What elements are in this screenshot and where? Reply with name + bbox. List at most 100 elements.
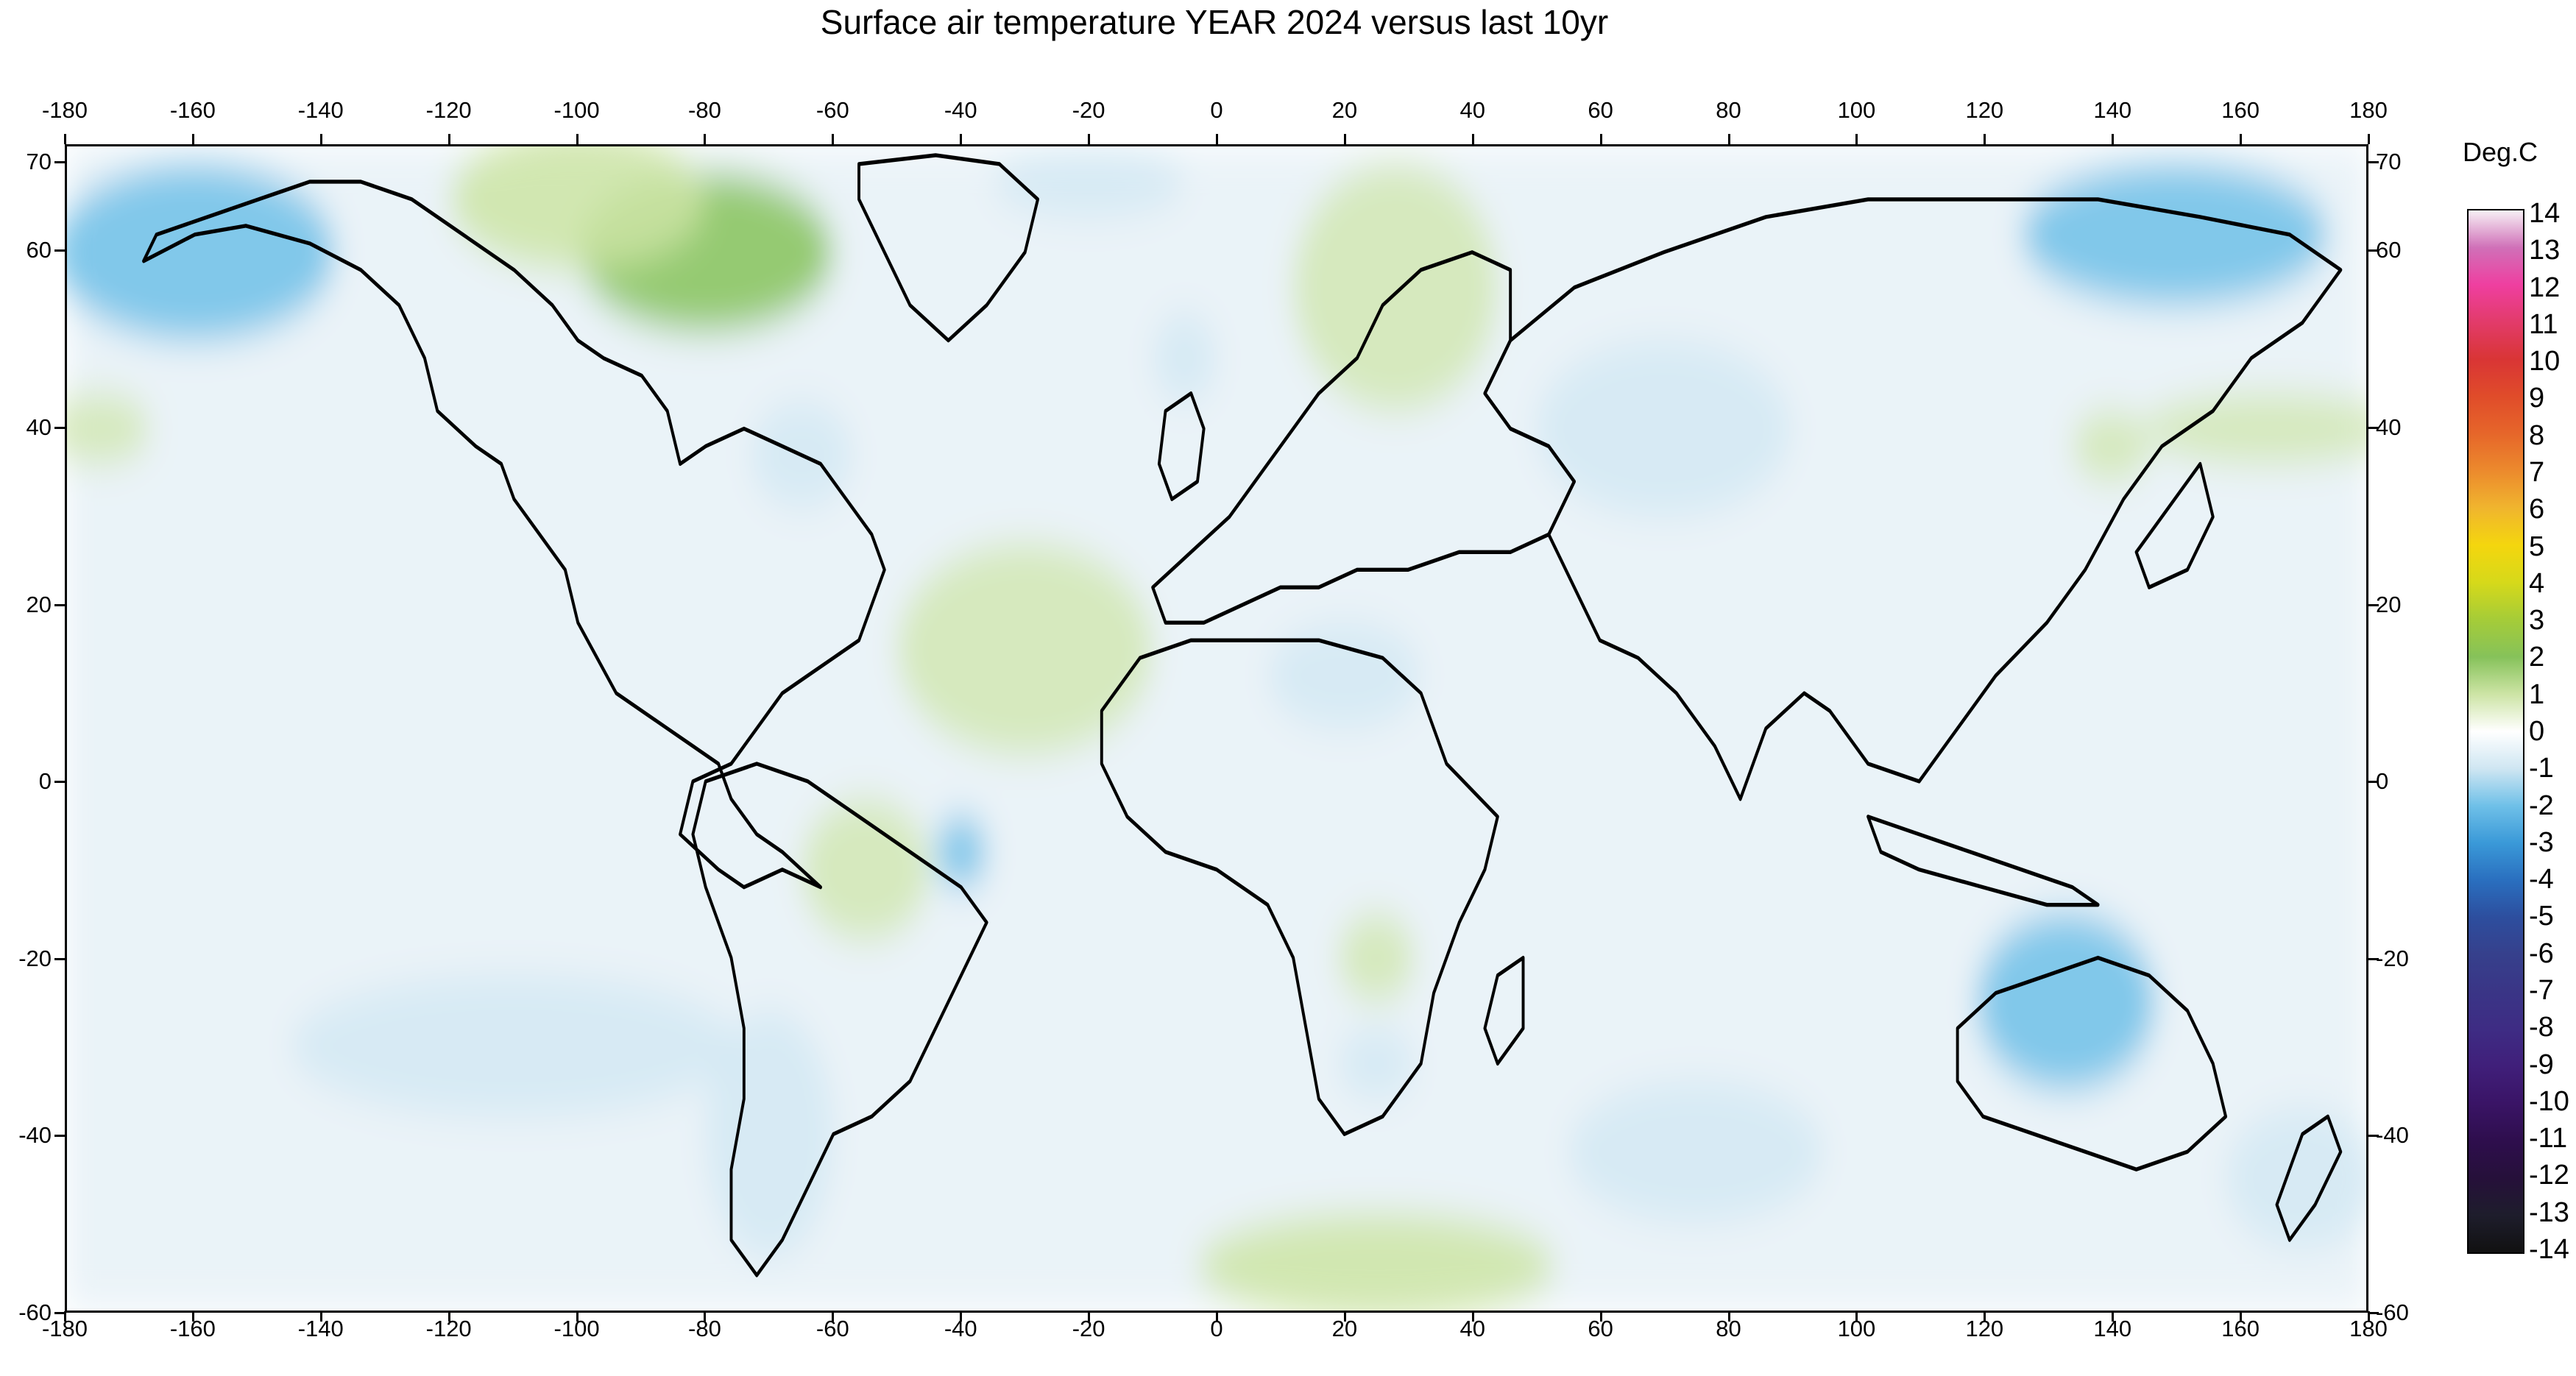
anomaly-region bbox=[67, 393, 150, 464]
coastline-new-zealand bbox=[2275, 1114, 2343, 1242]
y-tick-mark bbox=[54, 426, 65, 429]
x-tick-label-top: 140 bbox=[2093, 97, 2132, 123]
x-tick-mark bbox=[1855, 1311, 1858, 1322]
x-tick-mark bbox=[191, 1311, 194, 1322]
x-tick-mark bbox=[1471, 1311, 1474, 1322]
y-tick-label-left: 20 bbox=[26, 591, 52, 617]
colorbar-label: -2 bbox=[2529, 790, 2554, 821]
x-tick-label-top: 60 bbox=[1588, 97, 1613, 123]
x-tick-label-top: 100 bbox=[1837, 97, 1876, 123]
x-tick-mark bbox=[1984, 134, 1986, 144]
x-tick-mark bbox=[1216, 134, 1218, 144]
coastline-greenland bbox=[857, 153, 1039, 343]
anomaly-region bbox=[935, 816, 987, 887]
y-tick-label-left: 70 bbox=[26, 149, 52, 175]
colorbar-label: 9 bbox=[2529, 383, 2545, 414]
colorbar-label: 1 bbox=[2529, 678, 2545, 710]
x-tick-mark bbox=[319, 134, 322, 144]
x-tick-label-top: 160 bbox=[2221, 97, 2260, 123]
x-tick-label-top: 80 bbox=[1716, 97, 1741, 123]
y-tick-label-left: 0 bbox=[38, 768, 52, 795]
x-tick-mark bbox=[832, 1311, 835, 1322]
coastline-north-america bbox=[142, 180, 886, 890]
anomaly-field bbox=[67, 146, 2366, 1311]
colorbar-label: 10 bbox=[2529, 346, 2561, 377]
anomaly-region bbox=[2072, 411, 2149, 482]
colorbar-label: -9 bbox=[2529, 1049, 2554, 1080]
colorbar-label: -12 bbox=[2529, 1160, 2569, 1191]
x-tick-mark bbox=[1216, 1311, 1218, 1322]
colorbar-label: -6 bbox=[2529, 937, 2554, 969]
y-tick-mark bbox=[2368, 426, 2379, 429]
coastline-britain bbox=[1157, 391, 1206, 502]
anomaly-region bbox=[450, 146, 706, 270]
y-tick-mark bbox=[2368, 781, 2379, 784]
x-tick-mark bbox=[2112, 134, 2115, 144]
y-tick-label-left: 40 bbox=[26, 414, 52, 440]
x-tick-mark bbox=[2368, 1311, 2370, 1322]
anomaly-region bbox=[1153, 313, 1217, 402]
y-tick-mark bbox=[54, 603, 65, 606]
x-tick-mark bbox=[447, 1311, 450, 1322]
x-tick-mark bbox=[1471, 134, 1474, 144]
x-tick-mark bbox=[2240, 1311, 2243, 1322]
y-tick-label-right: 60 bbox=[2376, 237, 2402, 263]
x-tick-mark bbox=[319, 1311, 322, 1322]
temperature-anomaly-map bbox=[67, 146, 2366, 1311]
x-tick-label-top: -60 bbox=[815, 97, 849, 123]
anomaly-region bbox=[897, 543, 1153, 755]
y-tick-mark bbox=[54, 957, 65, 960]
x-tick-label-top: 180 bbox=[2349, 97, 2388, 123]
coastline-australia bbox=[1956, 955, 2228, 1171]
x-tick-mark bbox=[1599, 134, 1602, 144]
y-tick-mark bbox=[2368, 1312, 2379, 1314]
coastline-africa bbox=[1100, 638, 1499, 1136]
anomaly-region bbox=[1197, 1213, 1555, 1311]
x-tick-label-top: 120 bbox=[1965, 97, 2004, 123]
x-tick-mark bbox=[576, 1311, 578, 1322]
coastline-south-america bbox=[691, 762, 988, 1277]
x-tick-mark bbox=[1727, 134, 1730, 144]
colorbar-label: -7 bbox=[2529, 975, 2554, 1006]
y-tick-label-right: -20 bbox=[2376, 945, 2409, 971]
x-tick-label-top: 40 bbox=[1459, 97, 1485, 123]
colorbar-label: 3 bbox=[2529, 605, 2545, 636]
colorbar-label: -5 bbox=[2529, 901, 2554, 932]
colorbar-label: 0 bbox=[2529, 716, 2545, 747]
y-tick-mark bbox=[2368, 1135, 2379, 1138]
colorbar-label: -10 bbox=[2529, 1085, 2569, 1117]
colorbar-label: 11 bbox=[2529, 308, 2558, 340]
x-tick-mark bbox=[2240, 134, 2243, 144]
coastline-madagascar bbox=[1483, 955, 1525, 1066]
anomaly-region bbox=[1535, 340, 1791, 517]
anomaly-region bbox=[1337, 913, 1415, 1002]
y-tick-mark bbox=[2368, 957, 2379, 960]
x-tick-mark bbox=[1088, 134, 1091, 144]
anomaly-region bbox=[1337, 1028, 1415, 1099]
y-tick-label-right: -40 bbox=[2376, 1122, 2409, 1149]
x-tick-mark bbox=[704, 134, 707, 144]
x-tick-label-top: 0 bbox=[1210, 97, 1223, 123]
anomaly-region bbox=[2142, 393, 2366, 464]
x-tick-mark bbox=[1727, 1311, 1730, 1322]
coastline-indonesia bbox=[1866, 815, 2100, 907]
colorbar-label: -1 bbox=[2529, 753, 2554, 784]
colorbar-label: -13 bbox=[2529, 1196, 2569, 1228]
y-tick-label-right: 20 bbox=[2376, 591, 2402, 617]
x-tick-label-top: -180 bbox=[41, 97, 88, 123]
anomaly-region bbox=[1568, 1081, 1824, 1223]
x-tick-mark bbox=[960, 1311, 963, 1322]
x-tick-mark bbox=[447, 134, 450, 144]
x-tick-mark bbox=[1088, 1311, 1091, 1322]
colorbar-label: 4 bbox=[2529, 567, 2545, 599]
x-tick-label-top: 20 bbox=[1331, 97, 1358, 123]
x-tick-mark bbox=[576, 134, 578, 144]
anomaly-region bbox=[1293, 163, 1498, 411]
x-tick-mark bbox=[1599, 1311, 1602, 1322]
map-plot-area bbox=[65, 144, 2368, 1313]
x-tick-mark bbox=[1855, 134, 1858, 144]
anomaly-region bbox=[801, 798, 930, 940]
x-tick-mark bbox=[832, 134, 835, 144]
y-tick-mark bbox=[54, 781, 65, 784]
x-tick-label-top: -160 bbox=[169, 97, 216, 123]
